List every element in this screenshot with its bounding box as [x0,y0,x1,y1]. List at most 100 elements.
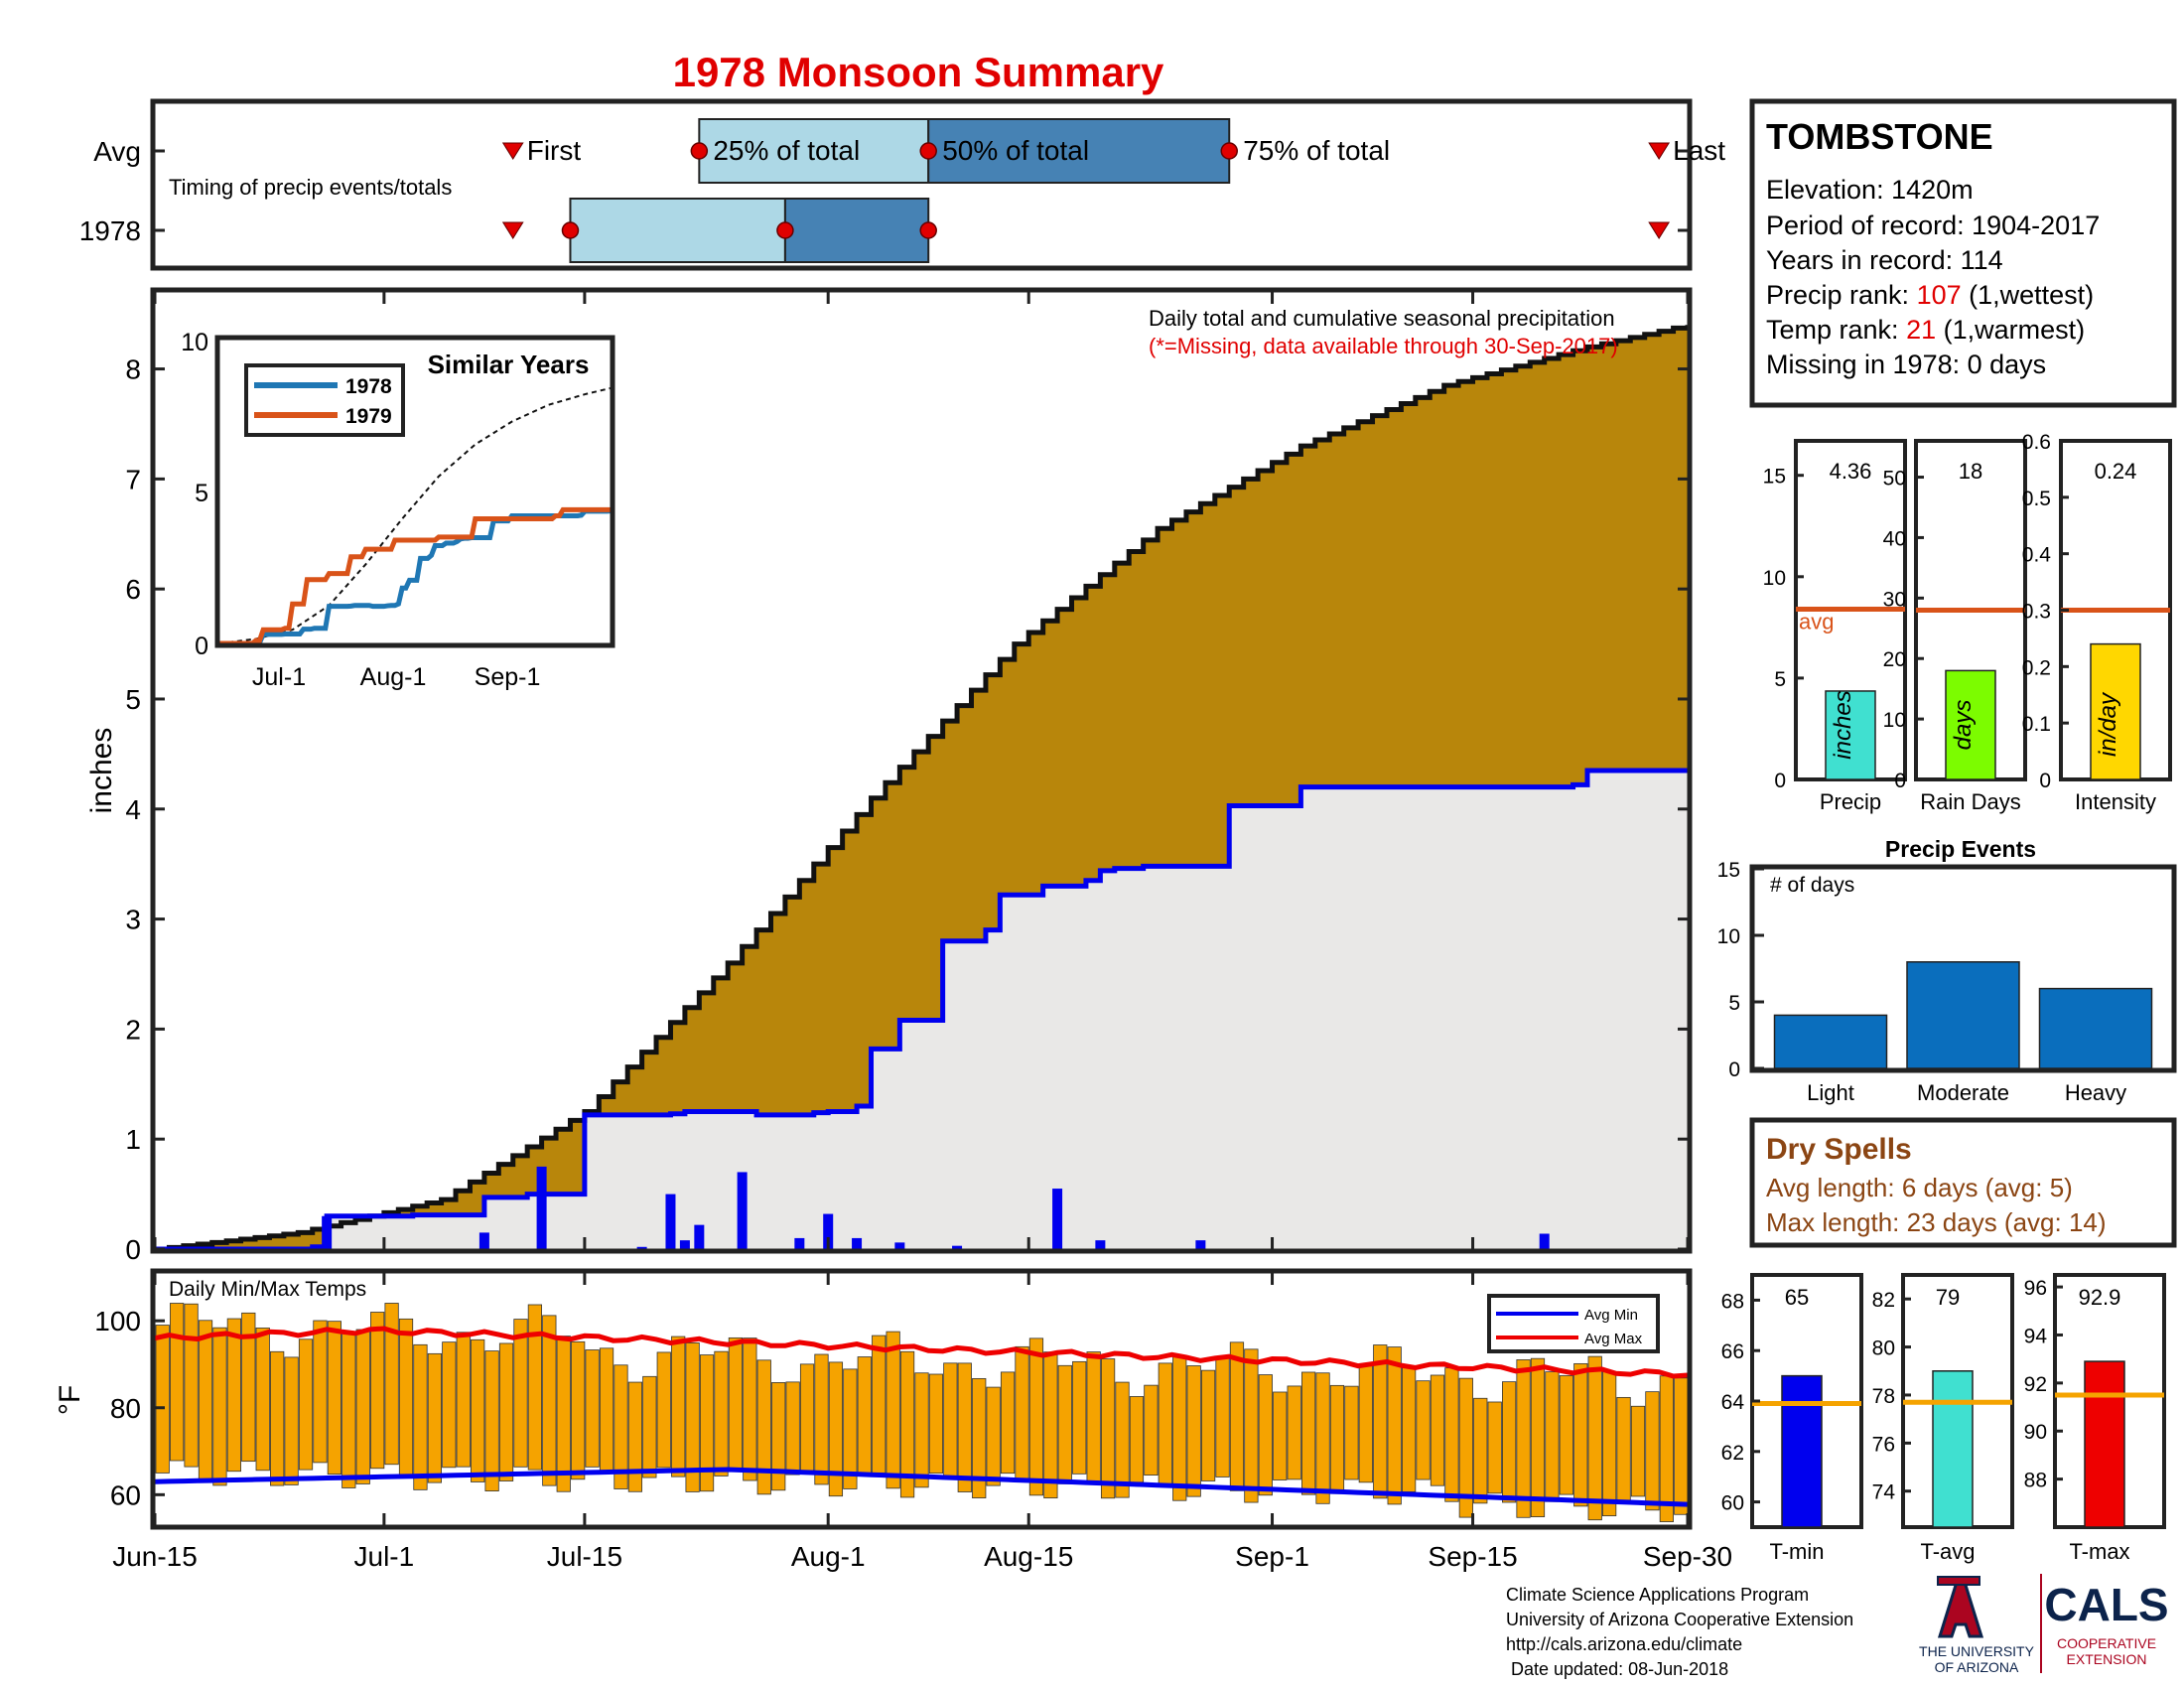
daily-temp-bar [986,1386,1001,1486]
temp-title: Daily Min/Max Temps [169,1278,366,1301]
daily-temp-bar [298,1338,314,1471]
inset-legend [244,363,405,437]
daily-temp-bar [1516,1359,1531,1518]
daily-temp-bar [384,1303,399,1466]
daily-temp-bar [1402,1366,1417,1492]
daily-temp-bar [270,1350,285,1486]
stat-panel-tick-label: 0.4 [2022,544,2052,567]
daily-temp-bar [857,1356,872,1475]
daily-temp-bar [1344,1385,1359,1480]
daily-temp-bar [1258,1374,1273,1496]
daily-temp-bar [1244,1348,1259,1503]
stat-panel-tick-label: 0.6 [2022,431,2051,454]
temp-panel-value: 79 [1936,1285,1960,1310]
stat-panel-label: Rain Days [1920,789,2020,814]
stat-panel-label: Intensity [2075,789,2156,814]
daily-temp-bar [728,1336,744,1470]
daily-temp-bar [1100,1358,1116,1499]
stat-panel-tick-label: 20 [1883,648,1906,671]
daily-temp-bar [714,1350,729,1477]
inset-line-1979 [219,506,611,646]
temp-y-axis: 60 80 100 [94,1306,165,1510]
main-ytick-label: 1 [125,1124,141,1155]
daily-temp-bar [212,1327,227,1486]
daily-temp-bar [542,1315,557,1486]
daily-temp-bar [1287,1385,1301,1480]
daily-temp-bar [699,1354,715,1492]
temp-ytick-label: 80 [110,1393,141,1424]
station-years: Years in record: 114 [1766,245,2003,275]
daily-precip-bar [478,1232,489,1249]
daily-temp-bar [1043,1351,1058,1499]
daily-temp-bar [1559,1375,1573,1495]
daily-precip-bar [536,1166,547,1249]
temp-panel-tick-label: 68 [1721,1290,1744,1313]
daily-temp-bar [814,1353,829,1485]
main-plot-area [155,325,1691,1252]
stat-panel-label: Precip [1820,789,1881,814]
main-ytick-label: 3 [125,905,141,935]
stat-panel-tick-label: 0 [1894,770,1906,792]
main-frame [150,287,1693,1254]
daily-precip-bar [852,1237,863,1249]
inset-ytick-5: 5 [195,480,208,507]
daily-temp-bar [928,1373,944,1475]
daily-temp-bar [1473,1397,1488,1504]
daily-precip-bar [1195,1240,1206,1249]
temp-panel-label: T-min [1770,1539,1825,1564]
figure-title: 1978 Monsoon Summary [673,49,1164,95]
daily-temp-bar [1358,1365,1373,1483]
stat-panel-bar [1825,690,1876,780]
station-period: Period of record: 1904-2017 [1766,211,2100,240]
temp-panel-tick-label: 66 [1721,1340,1744,1363]
stat-panel-tick-label: 15 [1763,466,1786,489]
dry-spells-box: Dry Spells Avg length: 6 days (avg: 5) M… [1749,1117,2177,1248]
daily-temp-bar [1587,1355,1602,1521]
daily-temp-bar [656,1351,671,1469]
daily-temp-bar [226,1318,241,1473]
daily-precip-bar [679,1240,690,1249]
temp-panel-tick-label: 60 [1721,1492,1744,1515]
daily-temp-bar [327,1321,341,1476]
daily-temp-bar [398,1318,414,1478]
daily-temp-bar [1158,1362,1172,1487]
inset-xtick-aug: Aug-1 [360,663,427,691]
temp-panel-tick-label: 90 [2024,1421,2047,1444]
daily-temp-bar [843,1368,858,1489]
coop-text-2: EXTENSION [2067,1651,2147,1667]
temp-panel-tick-label: 80 [1872,1337,1895,1360]
stat-panel-unit: days [1950,700,1977,751]
daily-temp-bar [1502,1381,1517,1503]
daily-temp-bar [370,1312,385,1470]
events-bar [2038,987,2153,1069]
daily-temp-bar [1144,1384,1159,1476]
daily-temp-bar [1057,1364,1072,1484]
stat-panel-unit: inches [1830,690,1856,759]
daily-temp-bar [1545,1371,1560,1502]
daily-temp-bar [427,1352,442,1483]
daily-temp-bar [1028,1337,1044,1496]
temp-panel-value: 65 [1785,1285,1809,1310]
daily-temp-bar [355,1329,370,1484]
dry-spells-avg: Avg length: 6 days (avg: 5) [1766,1173,2073,1202]
avg-min-temp-line [154,1467,1689,1507]
daily-temp-bar [1416,1380,1431,1480]
daily-temp-bar [1573,1362,1588,1507]
main-ytick-label: 8 [125,354,141,385]
stat-panel-bar [2090,642,2141,780]
daily-temp-bar [1186,1365,1201,1497]
daily-temp-bar [1200,1369,1216,1481]
temp-frame [150,1268,1693,1530]
daily-temp-bar [1000,1371,1016,1475]
daily-temp-bar [1387,1346,1402,1505]
inset-ytick-0: 0 [195,633,208,660]
daily-temp-bar [972,1377,987,1498]
daily-precip-bar [737,1172,748,1249]
timing-box-50-75 [783,198,930,263]
events-tick-label: 0 [1728,1058,1740,1081]
daily-precip-bar [636,1246,647,1249]
events-tick-label: 10 [1717,925,1740,948]
daily-temp-bar [1674,1377,1689,1515]
